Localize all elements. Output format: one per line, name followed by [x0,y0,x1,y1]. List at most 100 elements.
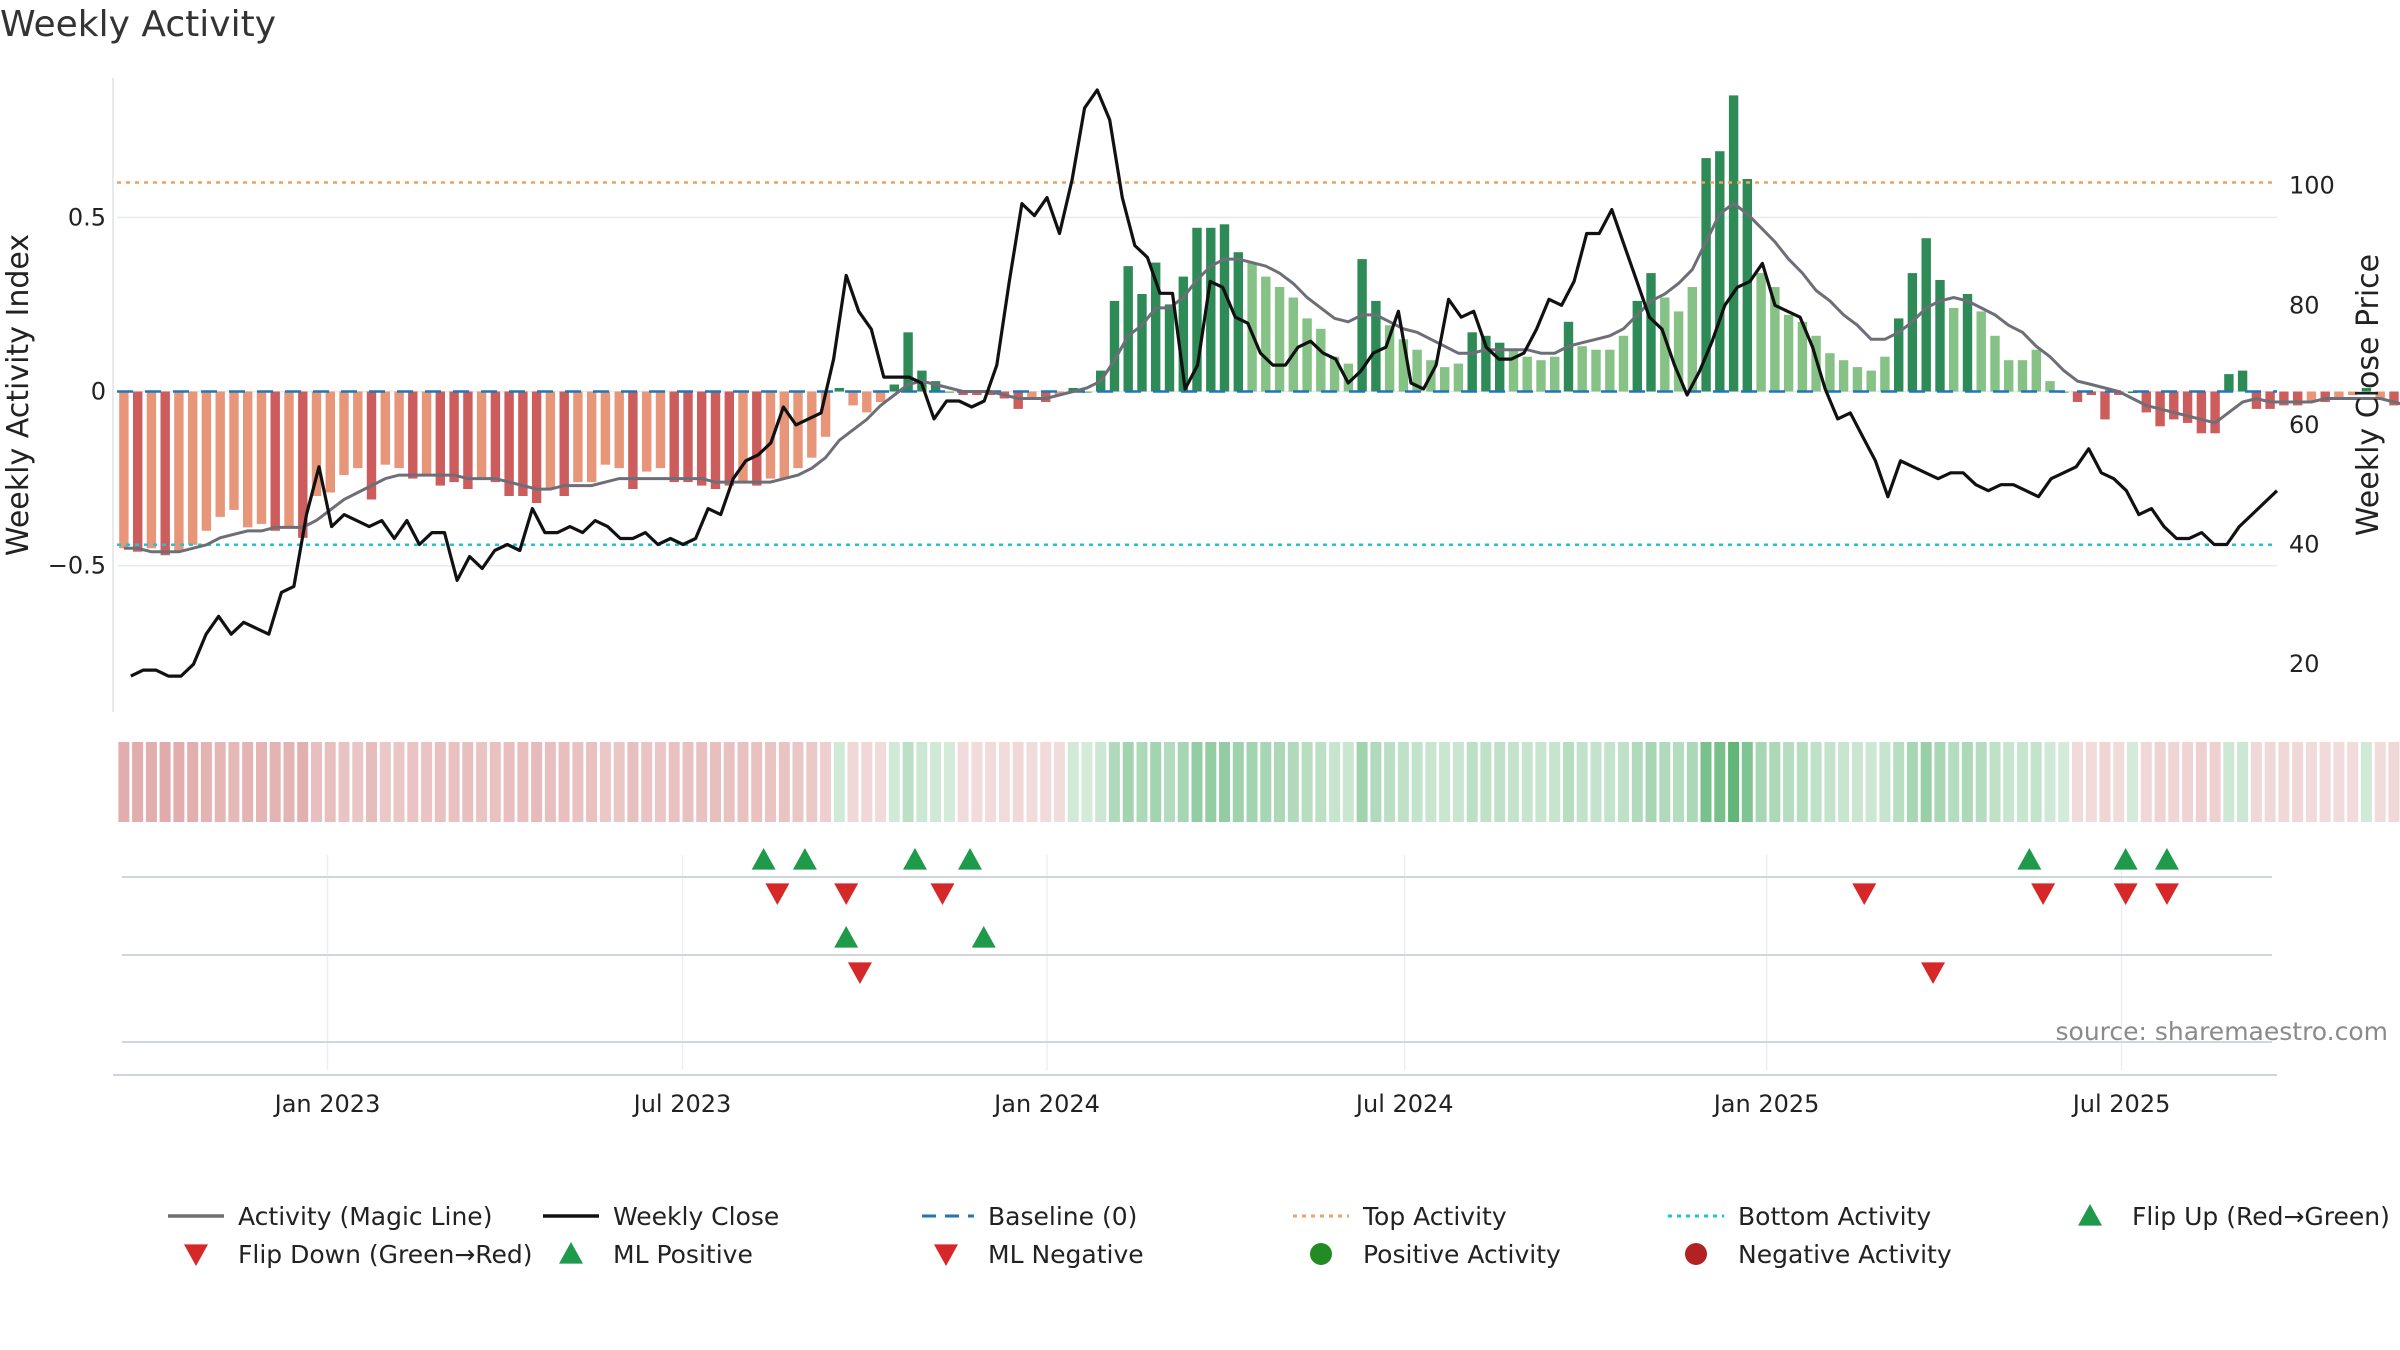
activity-bar [1894,318,1904,392]
heat-cell [214,742,226,822]
heat-cell [2388,742,2400,822]
flip-up-marker [751,848,776,870]
activity-bar [2045,381,2055,392]
left-tick-label: 0.5 [68,203,106,231]
heat-cell [723,742,735,822]
x-tick-label: Jan 2023 [273,1090,381,1118]
heat-cell [2127,742,2138,822]
heat-cell [2017,742,2028,822]
heat-cell [200,742,212,822]
flip-up-marker [2113,848,2138,870]
legend-item: Weekly Close [543,1202,779,1231]
right-tick-label: 100 [2289,172,2335,200]
heat-cell [1466,742,1478,822]
activity-bar [2072,391,2083,402]
heat-cell [861,742,873,822]
legend-item: ML Positive [559,1240,753,1269]
heat-cell [2292,742,2304,822]
heat-cell [1686,742,1698,822]
heat-cell [1356,742,1368,822]
legend-swatch [559,1242,583,1264]
activity-bar [1233,252,1243,392]
heat-cell [778,742,790,822]
activity-bar [1453,363,1464,392]
activity-bar [944,391,955,393]
activity-bar [559,391,569,496]
heat-cell [1370,742,1382,822]
activity-bar [256,391,267,524]
flip-down-marker [765,883,790,905]
heat-cell [324,742,336,822]
activity-bar [862,391,872,413]
activity-bar [2086,391,2096,395]
activity-bar [1907,273,1918,392]
legend-swatch [184,1244,208,1266]
activity-bar [1508,349,1519,392]
heat-cell [2305,742,2317,822]
right-tick-label: 20 [2289,650,2320,678]
heat-cell [641,742,653,822]
activity-bar [1274,287,1285,392]
activity-bar [339,391,349,476]
x-tick-label: Jul 2023 [632,1090,732,1118]
activity-bar [1838,360,1849,392]
activity-bar [229,391,239,510]
activity-bar [449,391,459,483]
activity-bar [600,391,611,465]
heat-cell [710,742,721,822]
heat-cell [1961,742,1973,822]
heat-cell [1645,742,1657,822]
activity-bar [655,391,666,469]
activity-bar [1357,259,1367,392]
activity-bar [710,391,721,489]
activity-bar [779,391,789,479]
activity-bar [986,391,996,395]
heat-cell [2168,742,2180,822]
activity-bar [1728,95,1739,392]
activity-bar [1990,335,2000,392]
heat-cell [2099,742,2111,822]
activity-bar [1054,391,1065,395]
activity-bar [2196,391,2207,434]
heat-cell [2347,742,2359,822]
activity-bar [1082,391,1092,393]
heat-cell [806,742,818,822]
magic-line [123,201,2400,554]
activity-bar [2127,391,2138,393]
activity-bar [1343,363,1354,392]
activity-bar [1192,227,1202,392]
heat-cell [2072,742,2083,822]
heat-cell [283,742,295,822]
activity-bar [160,391,170,556]
activity-bar [1605,349,1615,392]
heat-cell [1714,742,1726,822]
heat-cell [1095,742,1107,822]
chart-title: Weekly Activity [0,4,277,45]
heat-cell [503,742,515,822]
heat-cell [957,742,969,822]
activity-bar [1219,224,1230,392]
heat-cell [145,742,157,822]
activity-bar [820,391,831,437]
activity-bar [2210,391,2220,434]
heat-cell [1219,742,1230,822]
activity-bar [1398,339,1409,392]
activity-bar [1935,280,1945,392]
heat-cell [1136,742,1148,822]
legend-label: Top Activity [1362,1202,1507,1231]
activity-bar [2224,374,2234,392]
heat-cell [1287,742,1299,822]
activity-bar [1797,321,1808,392]
heat-cell [1796,742,1808,822]
heat-cell [1563,742,1574,822]
heat-cell [1934,742,1946,822]
legend-item: Flip Down (Green→Red) [184,1240,533,1269]
heat-cell [1989,742,2001,822]
activity-bar [1618,335,1629,392]
heat-cell [586,742,598,822]
heat-cell [1329,742,1341,822]
heat-cell [1741,742,1753,822]
activity-bar [1495,342,1505,392]
activity-bar [669,391,679,483]
